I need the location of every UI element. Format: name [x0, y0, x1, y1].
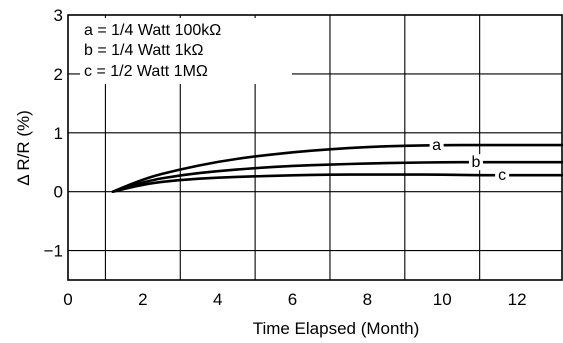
y-tick-label: 3 — [54, 6, 63, 25]
x-tick-label: 0 — [63, 290, 72, 309]
x-tick-label: 6 — [288, 290, 297, 309]
legend-entry-b: b = 1/4 Watt 1kΩ — [84, 42, 203, 59]
legend-background — [80, 18, 292, 84]
y-tick-labels: −1 0 1 2 3 — [44, 6, 63, 261]
curve-label-b: b — [471, 154, 480, 171]
curve-label-bg-a — [429, 137, 444, 154]
y-tick-label: 1 — [54, 124, 63, 143]
x-axis-title: Time Elapsed (Month) — [253, 319, 420, 338]
x-tick-label: 2 — [138, 290, 147, 309]
x-tick-label: 4 — [213, 290, 222, 309]
x-tick-label: 12 — [508, 290, 527, 309]
legend-entry-c: c = 1/2 Watt 1MΩ — [84, 63, 208, 80]
y-tick-label: −1 — [44, 242, 63, 261]
y-tick-label: 2 — [54, 65, 63, 84]
series-line-a — [111, 143, 563, 193]
x-tick-label: 10 — [433, 290, 452, 309]
legend: a = 1/4 Watt 100kΩ b = 1/4 Watt 1kΩ c = … — [80, 18, 292, 84]
x-tick-label: 8 — [363, 290, 372, 309]
curve-labels: a b c — [429, 137, 510, 184]
curve-label-bg-b — [468, 154, 483, 171]
series-layer — [111, 143, 563, 193]
legend-entry-a: a = 1/4 Watt 100kΩ — [84, 22, 221, 39]
curve-label-bg-c — [495, 167, 510, 184]
x-tick-labels: 0 2 4 6 8 10 12 — [63, 290, 526, 309]
y-axis-title: Δ R/R (%) — [14, 110, 33, 186]
curve-label-c: c — [498, 167, 506, 184]
series-line-b — [111, 160, 563, 193]
series-line-c — [111, 173, 563, 193]
plot-frame — [67, 14, 563, 281]
curve-label-a: a — [432, 137, 441, 154]
y-tick-label: 0 — [54, 183, 63, 202]
